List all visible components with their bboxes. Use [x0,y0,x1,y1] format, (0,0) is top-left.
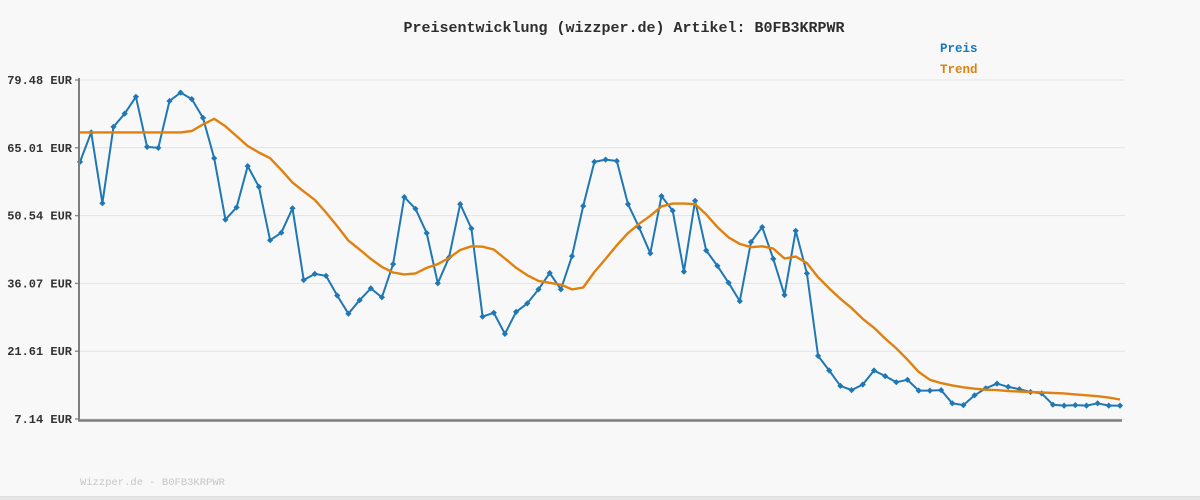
trend-line [80,117,1121,401]
preis-line [79,91,1120,407]
watermark: Wizzper.de - B0FB3KRPWR [80,477,225,489]
legend-item-preis: Preis [940,42,978,56]
y-axis-tick-label: 65.01 EUR [7,142,73,156]
window-bottom-edge [0,496,1200,500]
y-axis-tick-label: 36.07 EUR [7,277,73,291]
y-axis-tick-label: 50.54 EUR [7,210,73,224]
y-axis-tick-label: 21.61 EUR [7,345,73,359]
y-axis-tick-label: 79.48 EUR [7,74,73,88]
y-axis-tick-label: 7.14 EUR [14,413,72,427]
legend-item-trend: Trend [940,63,978,77]
chart-title: Preisentwicklung (wizzper.de) Artikel: B… [403,20,845,37]
preis-markers [76,89,1124,409]
chart-legend: Preis Trend [940,39,978,81]
